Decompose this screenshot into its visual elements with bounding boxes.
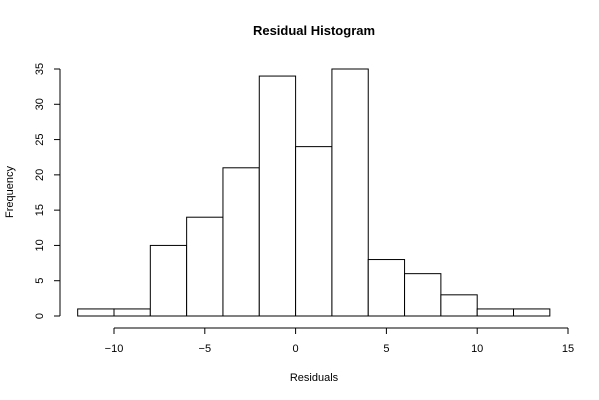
histogram-bar-1 [113, 308, 151, 317]
histogram-bar-3 [186, 216, 224, 317]
histogram-bar-7 [331, 68, 369, 317]
y-tick-label: 10 [34, 239, 46, 251]
x-axis: −10 −5 0 5 10 15 [105, 327, 574, 355]
histogram-bar-0 [77, 308, 115, 317]
y-tick-label: 15 [34, 204, 46, 216]
y-tick-label: 5 [34, 278, 46, 284]
x-tick-label: −10 [105, 343, 124, 355]
y-tick-label: 35 [34, 63, 46, 75]
x-tick-label: 10 [471, 343, 483, 355]
x-tick-label: 15 [562, 343, 574, 355]
y-tick-label: 30 [34, 98, 46, 110]
y-tick-label: 20 [34, 169, 46, 181]
bars-group [77, 68, 551, 317]
x-tick-label: 5 [383, 343, 389, 355]
histogram-bar-8 [367, 259, 406, 317]
histogram-bar-9 [404, 273, 442, 317]
x-tick-label: −5 [199, 343, 212, 355]
histogram-bar-5 [258, 75, 297, 317]
chart-title: Residual Histogram [253, 23, 375, 38]
histogram-bar-10 [440, 294, 478, 317]
y-tick-label: 25 [34, 133, 46, 145]
x-axis-label: Residuals [290, 372, 339, 384]
histogram-bar-11 [476, 308, 515, 317]
y-axis: 0 5 10 15 20 25 30 35 [34, 63, 61, 319]
y-tick-label: 0 [34, 313, 46, 319]
histogram-bar-6 [295, 146, 333, 317]
histogram-bar-4 [222, 167, 260, 317]
y-axis-label: Frequency [4, 166, 16, 218]
histogram-bar-2 [149, 244, 188, 317]
histogram-bar-12 [513, 308, 551, 317]
x-tick-label: 0 [293, 343, 299, 355]
